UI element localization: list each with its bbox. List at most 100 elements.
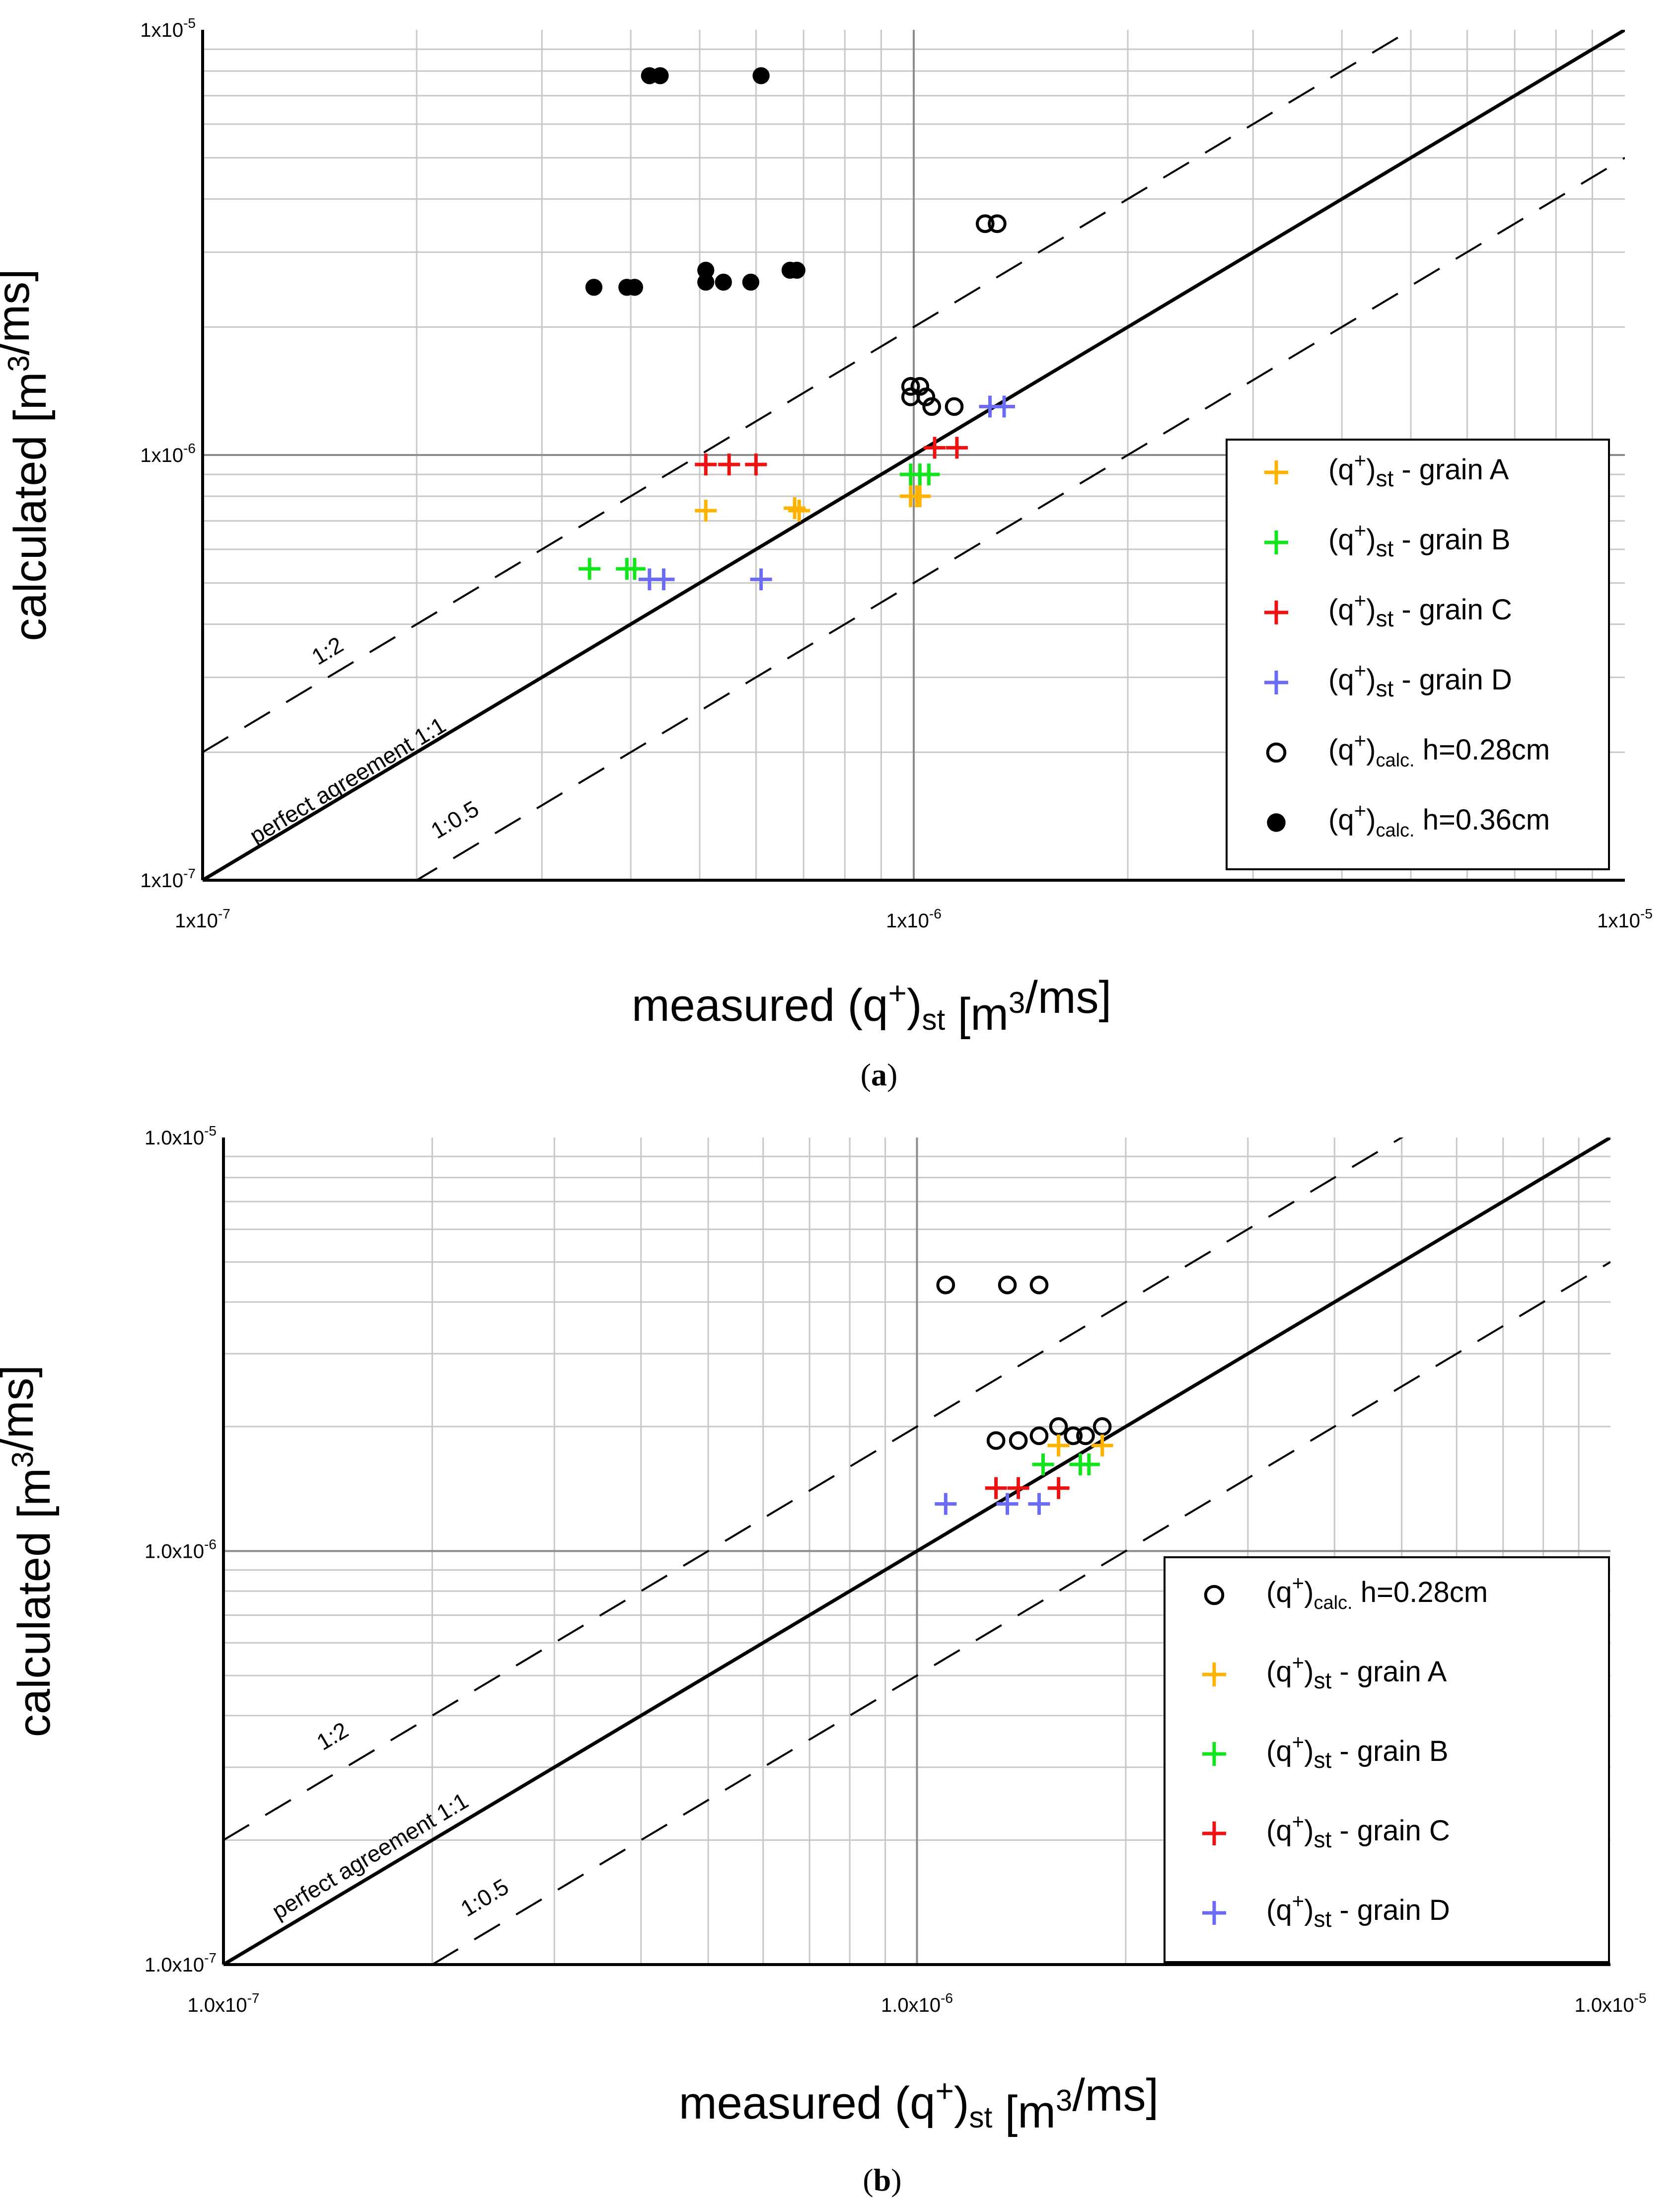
legend-label: (q+)st - grain B	[1266, 1730, 1449, 1773]
circle-marker	[901, 377, 920, 396]
y-axis-label: calculated [m3/ms]	[0, 269, 56, 641]
legend-label: (q+)st - grain A	[1328, 449, 1509, 491]
series--q-st-grain-d	[935, 1493, 1050, 1515]
reference-line-1-2	[223, 1138, 1404, 1841]
circle-marker	[697, 273, 715, 291]
y-tick-label: 1.0x10-5	[145, 1123, 217, 1149]
series--q-st-grain-a	[1047, 1434, 1113, 1456]
circle-marker	[1076, 1426, 1095, 1445]
panel-caption: (a)	[861, 1057, 898, 1092]
x-tick-label: 1x10-7	[175, 906, 230, 932]
plus-marker	[784, 497, 806, 519]
circle-marker	[936, 1275, 955, 1294]
plus-marker	[924, 437, 946, 459]
plus-marker	[918, 463, 940, 486]
perfect-agreement-line	[223, 1138, 1610, 1965]
data-points	[935, 1275, 1113, 1515]
circle-marker	[715, 273, 732, 291]
circle-marker	[1064, 1426, 1083, 1445]
circle-marker	[1029, 1275, 1049, 1294]
plus-marker	[718, 454, 740, 476]
plus-marker	[1078, 1453, 1100, 1476]
label-ratio-1-0-5: 1:0.5	[456, 1874, 513, 1922]
chart-panel-b: perfect agreement 1:1 1:2 1:0.5 1.0x10-7 1.0…	[0, 1123, 1647, 2198]
legend: (q+)st - grain A (q+)st - grain B (q+)st -…	[1226, 439, 1610, 870]
legend-label: (q+)st - grain D	[1328, 659, 1512, 701]
legend-marker	[1202, 1901, 1226, 1925]
circle-marker	[585, 279, 603, 296]
legend-label: (q+)st - grain D	[1266, 1889, 1450, 1932]
plus-marker	[653, 568, 675, 591]
y-axis-label: calculated [m3/ms]	[0, 1365, 60, 1737]
plus-marker	[695, 454, 717, 476]
circle-marker	[626, 279, 644, 296]
circle-marker	[697, 261, 715, 279]
plus-marker	[1091, 1434, 1113, 1456]
circle-marker	[1049, 1417, 1068, 1436]
legend-marker	[1264, 601, 1288, 624]
plus-marker	[946, 437, 968, 459]
legend-label: (q+)st - grain C	[1328, 589, 1512, 631]
x-tick-label: 1.0x10-7	[187, 1990, 259, 2016]
legend-label: (q+)calc. h=0.28cm	[1266, 1571, 1488, 1613]
plus-marker	[750, 568, 772, 591]
legend-marker	[1264, 460, 1288, 484]
x-tick-label: 1.0x10-5	[1574, 1990, 1646, 2016]
y-tick-label: 1x10-6	[140, 441, 196, 466]
series--q-st-grain-b	[1032, 1453, 1100, 1476]
circle-marker	[788, 261, 805, 279]
x-tick-label: 1x10-5	[1597, 906, 1653, 932]
plus-marker	[788, 499, 810, 522]
y-tick-label: 1.0x10-7	[145, 1950, 217, 1976]
circle-marker	[1093, 1417, 1112, 1436]
legend-marker	[1267, 813, 1286, 832]
chart-panel-a: perfect agreement 1:1 1:2 1:0.5 1x10-7 1x10-…	[0, 15, 1653, 1092]
reference-line-1-0-5	[430, 1261, 1610, 1965]
legend-marker	[1266, 742, 1287, 763]
legend-box	[1164, 1556, 1610, 1963]
panel-caption: (b)	[863, 2162, 901, 2198]
plus-marker	[1007, 1477, 1029, 1499]
plus-marker	[579, 558, 601, 580]
legend-label: (q+)st - grain C	[1266, 1810, 1450, 1852]
circle-marker	[1009, 1431, 1028, 1450]
plus-marker	[996, 1493, 1019, 1515]
legend-label: (q+)calc. h=0.28cm	[1328, 729, 1550, 771]
reference-line-1-2	[203, 30, 1413, 754]
data-points	[579, 67, 1016, 591]
legend-marker	[1204, 1585, 1225, 1605]
series--q-st-grain-b	[579, 463, 940, 580]
circle-marker	[916, 387, 936, 406]
plus-marker	[909, 485, 931, 507]
y-tick-label: 1.0x10-6	[145, 1537, 217, 1563]
reference-line-1-0-5	[415, 156, 1625, 880]
reference-lines	[203, 30, 1625, 880]
series--q-st-grain-c	[985, 1477, 1070, 1499]
circle-marker	[752, 67, 770, 84]
legend-label: (q+)calc. h=0.36cm	[1328, 799, 1550, 841]
circle-marker	[986, 1431, 1006, 1450]
circle-marker	[988, 214, 1007, 233]
plus-marker	[623, 558, 646, 580]
y-tick-label: 1x10-7	[140, 866, 196, 892]
legend-label: (q+)st - grain B	[1328, 519, 1511, 561]
legend: (q+)calc. h=0.28cm (q+)st - grain A (q+)st…	[1164, 1556, 1610, 1963]
circle-marker	[975, 214, 995, 233]
plus-marker	[1028, 1493, 1050, 1515]
circle-marker	[901, 387, 920, 406]
series--q-calc-h-0-36cm	[585, 67, 805, 296]
legend-marker	[1264, 671, 1288, 694]
plus-marker	[1047, 1434, 1070, 1456]
circle-marker	[922, 397, 942, 416]
plus-marker	[1047, 1477, 1070, 1499]
circle-marker	[742, 273, 760, 291]
legend-marker	[1202, 1822, 1226, 1845]
label-ratio-1-2: 1:2	[312, 1717, 353, 1755]
legend-marker	[1202, 1742, 1226, 1766]
circle-marker	[998, 1275, 1017, 1294]
legend-marker	[1202, 1663, 1226, 1686]
label-perfect-agreement: perfect agreement 1:1	[245, 712, 450, 849]
series--q-st-grain-a	[695, 485, 931, 522]
plus-marker	[695, 499, 717, 522]
